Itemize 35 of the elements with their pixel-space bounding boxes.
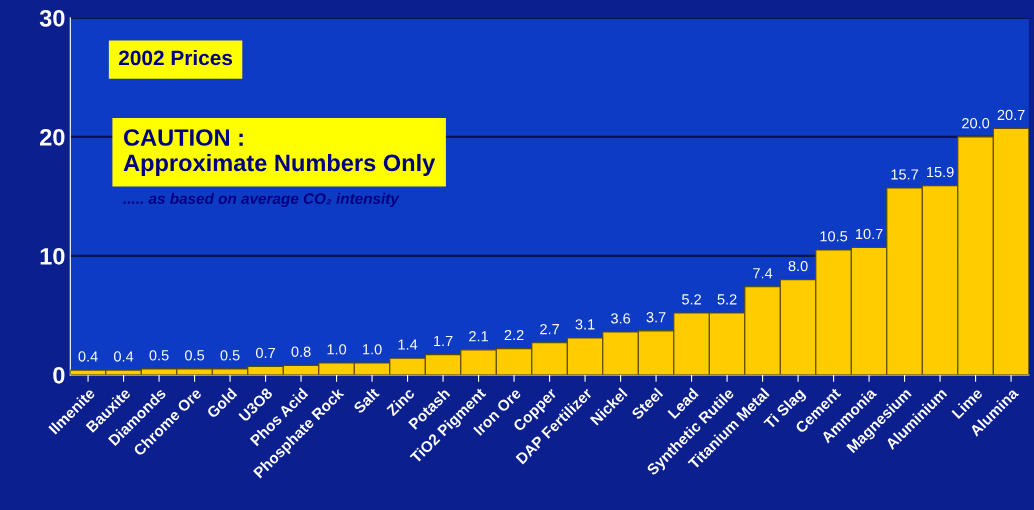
y-tick-label: 20 xyxy=(40,128,65,146)
x-tick-label: Salt xyxy=(352,386,380,415)
data-label: 2.7 xyxy=(540,323,559,335)
data-label: 1.4 xyxy=(398,339,418,350)
data-label: 0.7 xyxy=(256,347,275,359)
data-label: 15.7 xyxy=(891,169,919,180)
data-label: 0.4 xyxy=(78,351,98,362)
data-label: 0.5 xyxy=(149,350,169,361)
data-label: 3.1 xyxy=(575,319,595,330)
data-label: 10.5 xyxy=(820,231,848,242)
data-label: 1.0 xyxy=(327,344,347,355)
data-label: 0.5 xyxy=(185,350,205,361)
data-label: 2.1 xyxy=(469,331,488,342)
data-label: 1.7 xyxy=(434,336,453,347)
annotation: 2002 Prices xyxy=(118,49,233,66)
data-label: 2.2 xyxy=(504,329,524,341)
data-label: 0.5 xyxy=(220,350,240,361)
data-label: 0.8 xyxy=(291,346,311,357)
data-label: 3.6 xyxy=(610,313,631,324)
data-label: 8.0 xyxy=(788,260,808,272)
data-label: 15.9 xyxy=(927,166,954,178)
data-label: 7.4 xyxy=(753,268,773,279)
data-label: 1.0 xyxy=(363,344,382,355)
data-label: 10.7 xyxy=(856,228,883,240)
data-label: 20.0 xyxy=(962,118,990,129)
annotation: ..... as based on average CO₂ intensity xyxy=(123,192,400,208)
data-label: 5.2 xyxy=(717,294,737,305)
annotation: CAUTION : Approximate Numbers Only xyxy=(123,129,436,176)
y-tick-label: 0 xyxy=(53,366,65,384)
data-label: 3.7 xyxy=(646,312,666,323)
data-label: 0.4 xyxy=(114,351,134,362)
data-label: 20.7 xyxy=(997,109,1025,121)
data-label: 5.2 xyxy=(682,294,701,305)
y-tick-label: 30 xyxy=(39,9,65,27)
y-tick-label: 10 xyxy=(40,247,65,265)
